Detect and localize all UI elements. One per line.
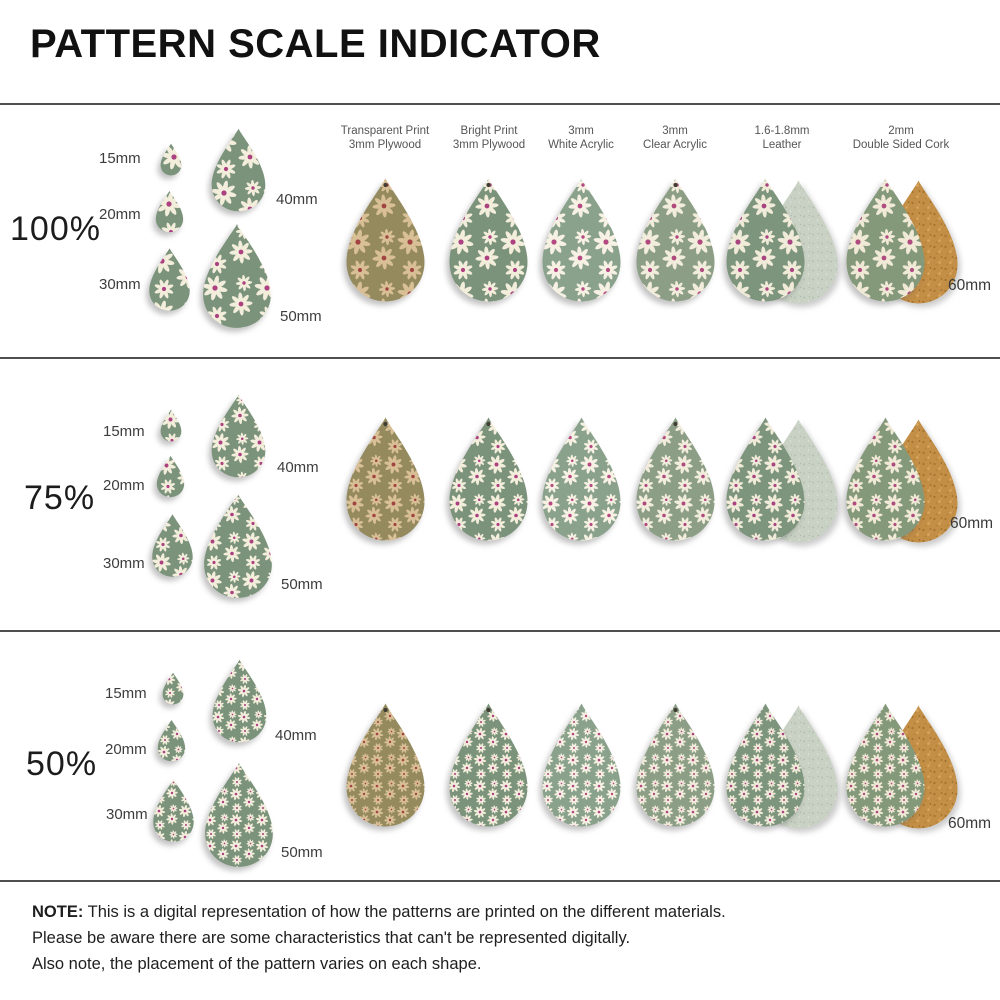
hang-hole — [673, 707, 678, 713]
earring-white-acrylic-100 — [542, 178, 621, 302]
hang-hole — [673, 421, 678, 427]
earring-transparent-plywood-100 — [346, 178, 425, 302]
earring-double-sided-cork-100 — [846, 178, 925, 302]
header-line: Transparent Print — [340, 125, 430, 137]
hang-hole — [383, 182, 388, 188]
size-teardrop-20mm-100 — [155, 190, 184, 233]
size-label-20mm-50: 20mm — [105, 741, 147, 758]
hang-hole — [486, 182, 491, 188]
note-line-3: Also note, the placement of the pattern … — [32, 955, 482, 973]
size-label-15mm-75: 15mm — [103, 423, 145, 440]
divider-row2-row3 — [0, 630, 1000, 632]
size-label-15mm-50: 15mm — [105, 685, 147, 702]
note-bold-prefix: NOTE: — [32, 903, 84, 921]
scale-label-75: 75% — [24, 479, 96, 517]
divider-bottom — [0, 880, 1000, 882]
size-teardrop-15mm-50 — [162, 672, 184, 705]
note-text: This is a digital representation of how … — [83, 903, 726, 921]
size-teardrop-50mm-75 — [204, 494, 272, 598]
size-label-60mm-75: 60mm — [950, 515, 994, 532]
earring-transparent-plywood-75 — [346, 417, 425, 541]
header-leather: 1.6-1.8mm Leather — [702, 124, 862, 152]
earring-leather-50 — [726, 703, 805, 827]
divider-row1-row2 — [0, 357, 1000, 359]
header-white-acrylic: 3mm White Acrylic — [501, 124, 661, 152]
header-line: Leather — [762, 139, 802, 151]
header-line: Clear Acrylic — [643, 139, 707, 151]
earring-leather-100 — [726, 178, 805, 302]
size-label-30mm-75: 30mm — [103, 555, 145, 572]
size-label-50mm-75: 50mm — [281, 576, 323, 593]
header-line: 3mm — [568, 125, 594, 137]
header-line: 1.6-1.8mm — [754, 125, 810, 137]
hang-hole — [486, 421, 491, 427]
size-label-40mm-75: 40mm — [277, 459, 319, 476]
earring-double-sided-cork-75 — [846, 417, 925, 541]
earring-bright-plywood-100 — [449, 178, 528, 302]
size-label-60mm-100: 60mm — [948, 277, 992, 294]
header-line: 3mm Plywood — [348, 139, 422, 151]
scale-label-100: 100% — [10, 210, 101, 248]
size-label-40mm-50: 40mm — [275, 727, 317, 744]
earring-bright-plywood-75 — [449, 417, 528, 541]
hang-hole — [673, 182, 678, 188]
note-line-1: NOTE: This is a digital representation o… — [32, 903, 726, 922]
note: NOTE: This is a digital representation o… — [32, 903, 726, 981]
header-transparent-plywood: Transparent Print 3mm Plywood — [305, 124, 465, 152]
page-title: PATTERN SCALE INDICATOR — [30, 22, 601, 66]
header-line: 3mm Plywood — [452, 139, 526, 151]
header-clear-acrylic: 3mm Clear Acrylic — [595, 124, 755, 152]
size-teardrop-50mm-50 — [205, 763, 273, 867]
header-double-sided-cork: 2mm Double Sided Cork — [821, 124, 981, 152]
size-label-15mm-100: 15mm — [99, 150, 141, 167]
header-line: 3mm — [662, 125, 688, 137]
earring-transparent-plywood-50 — [346, 703, 425, 827]
size-label-20mm-100: 20mm — [99, 206, 141, 223]
header-bright-plywood: Bright Print 3mm Plywood — [409, 124, 569, 152]
size-teardrop-30mm-50 — [153, 779, 194, 842]
size-label-20mm-75: 20mm — [103, 477, 145, 494]
size-teardrop-30mm-75 — [152, 514, 193, 577]
header-line: White Acrylic — [548, 139, 614, 151]
size-teardrop-40mm-50 — [212, 659, 267, 743]
earring-leather-75 — [726, 417, 805, 541]
hang-hole — [383, 707, 388, 713]
size-label-50mm-100: 50mm — [280, 308, 322, 325]
size-label-40mm-100: 40mm — [276, 191, 318, 208]
hang-hole — [486, 707, 491, 713]
size-label-30mm-50: 30mm — [106, 806, 148, 823]
earring-white-acrylic-75 — [542, 417, 621, 541]
size-teardrop-40mm-100 — [211, 128, 266, 212]
note-line-2: Please be aware there are some character… — [32, 929, 631, 947]
earring-double-sided-cork-50 — [846, 703, 925, 827]
earring-clear-acrylic-100 — [636, 178, 715, 302]
earring-clear-acrylic-75 — [636, 417, 715, 541]
size-teardrop-15mm-75 — [160, 409, 182, 442]
size-teardrop-20mm-75 — [156, 455, 185, 498]
earring-clear-acrylic-50 — [636, 703, 715, 827]
size-teardrop-50mm-100 — [203, 224, 271, 328]
divider-top — [0, 103, 1000, 105]
header-line: Bright Print — [460, 125, 518, 137]
size-teardrop-40mm-75 — [211, 394, 266, 478]
size-teardrop-30mm-100 — [149, 248, 190, 311]
scale-label-50: 50% — [26, 745, 98, 783]
size-teardrop-15mm-100 — [160, 143, 182, 176]
size-label-50mm-50: 50mm — [281, 844, 323, 861]
earring-bright-plywood-50 — [449, 703, 528, 827]
size-label-60mm-50: 60mm — [948, 815, 992, 832]
header-line: Double Sided Cork — [852, 139, 950, 151]
size-teardrop-20mm-50 — [157, 719, 186, 762]
header-line: 2mm — [888, 125, 914, 137]
earring-white-acrylic-50 — [542, 703, 621, 827]
size-label-30mm-100: 30mm — [99, 276, 141, 293]
hang-hole — [383, 421, 388, 427]
